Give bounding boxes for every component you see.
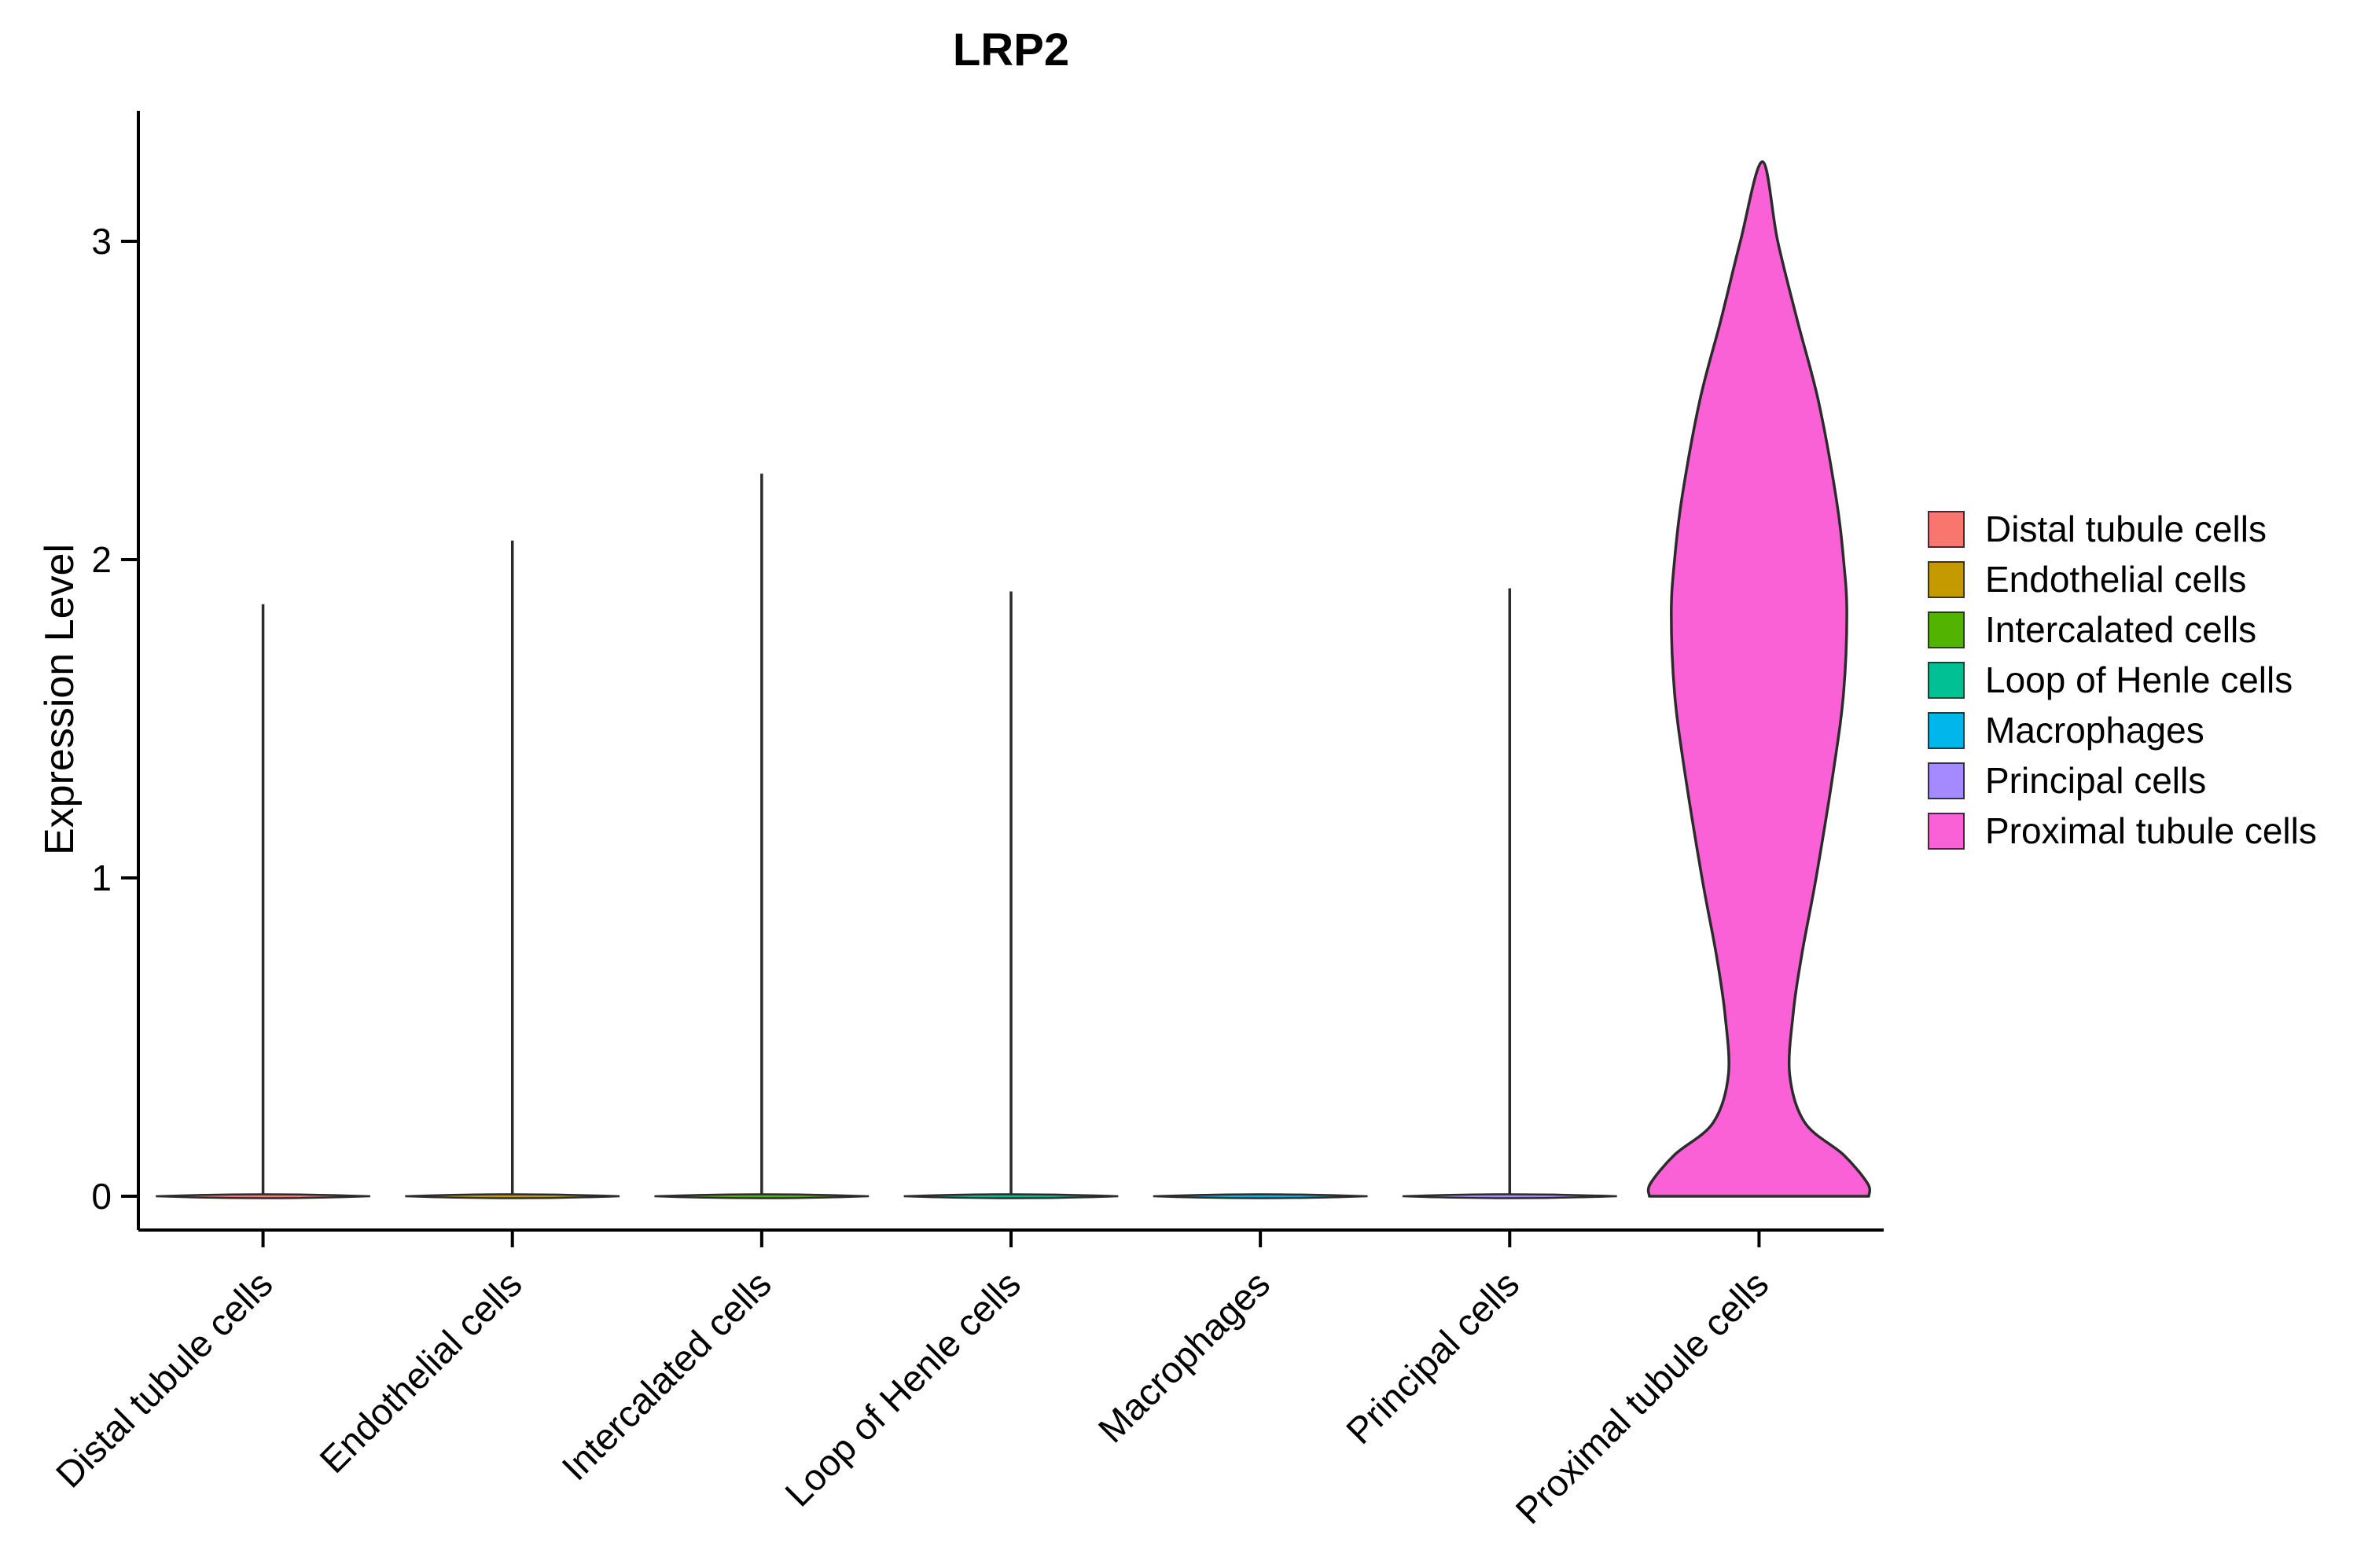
x-tick-label-macrophages: Macrophages — [1090, 1263, 1278, 1451]
y-tick-label: 0 — [91, 1176, 112, 1217]
violin-baseline-distal-tubule-cells — [156, 1193, 370, 1199]
legend-label: Intercalated cells — [1985, 609, 2257, 650]
x-tick-label-proximal-tubule-cells: Proximal tubule cells — [1507, 1263, 1776, 1532]
x-tick-label-loop-of-henle-cells: Loop of Henle cells — [777, 1263, 1028, 1515]
violin-baseline-principal-cells — [1402, 1193, 1617, 1199]
x-tick-label-distal-tubule-cells: Distal tubule cells — [48, 1263, 281, 1496]
legend-item-loop-of-henle-cells: Loop of Henle cells — [1928, 660, 2317, 700]
violin-baseline-intercalated-cells — [654, 1193, 870, 1199]
legend-label: Loop of Henle cells — [1985, 659, 2293, 700]
x-tick-label-intercalated-cells: Intercalated cells — [553, 1263, 779, 1489]
x-tick-label-endothelial-cells: Endothelial cells — [311, 1263, 530, 1482]
chart-title: LRP2 — [952, 24, 1070, 75]
legend-swatch-macrophages — [1928, 712, 1965, 749]
y-tick-label: 1 — [91, 857, 112, 898]
legend-label: Proximal tubule cells — [1985, 810, 2317, 851]
violin-proximal-tubule-cells — [1646, 160, 1872, 1198]
y-tick-label: 3 — [91, 221, 112, 262]
legend-swatch-endothelial-cells — [1928, 561, 1965, 598]
legend-label: Endothelial cells — [1985, 559, 2247, 600]
legend-item-principal-cells: Principal cells — [1928, 761, 2317, 801]
y-tick-label: 2 — [91, 539, 112, 580]
legend-label: Macrophages — [1985, 710, 2204, 751]
legend-item-proximal-tubule-cells: Proximal tubule cells — [1928, 811, 2317, 851]
x-tick-label-principal-cells: Principal cells — [1338, 1263, 1528, 1452]
violin-baseline-endothelial-cells — [405, 1193, 620, 1199]
legend-item-intercalated-cells: Intercalated cells — [1928, 610, 2317, 650]
legend-item-endothelial-cells: Endothelial cells — [1928, 560, 2317, 600]
legend-label: Distal tubule cells — [1985, 509, 2267, 549]
legend-swatch-principal-cells — [1928, 762, 1965, 799]
legend-swatch-proximal-tubule-cells — [1928, 813, 1965, 850]
violin-baseline-loop-of-henle-cells — [903, 1193, 1119, 1199]
legend-swatch-intercalated-cells — [1928, 611, 1965, 648]
legend-swatch-loop-of-henle-cells — [1928, 662, 1965, 699]
legend-item-distal-tubule-cells: Distal tubule cells — [1928, 509, 2317, 549]
legend-swatch-distal-tubule-cells — [1928, 511, 1965, 548]
violin-baseline-macrophages — [1153, 1193, 1368, 1199]
legend-item-macrophages: Macrophages — [1928, 711, 2317, 751]
legend-label: Principal cells — [1985, 760, 2207, 801]
legend: Distal tubule cells Endothelial cells Inte… — [1928, 509, 2317, 851]
